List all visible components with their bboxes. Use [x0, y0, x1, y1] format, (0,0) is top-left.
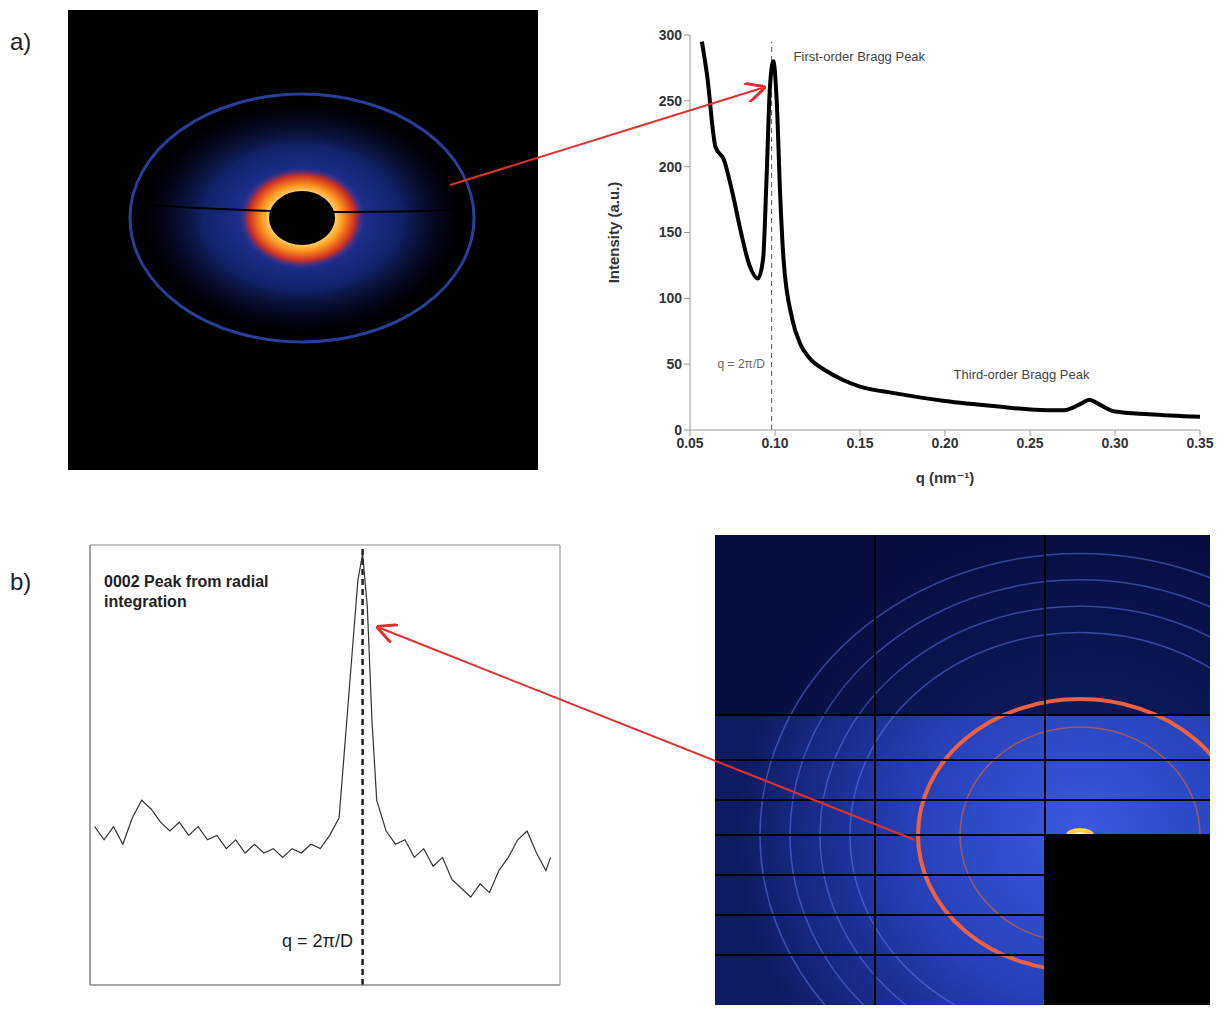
- svg-text:0.15: 0.15: [846, 435, 873, 451]
- svg-text:q = 2π/D: q = 2π/D: [282, 931, 353, 951]
- svg-text:50: 50: [666, 356, 682, 372]
- svg-text:200: 200: [659, 159, 683, 175]
- svg-text:0: 0: [674, 422, 682, 438]
- svg-text:0.30: 0.30: [1101, 435, 1128, 451]
- svg-text:0.05: 0.05: [676, 434, 704, 451]
- svg-text:0.20: 0.20: [931, 435, 958, 451]
- svg-text:Third-order Bragg Peak: Third-order Bragg Peak: [954, 367, 1090, 382]
- svg-text:0.10: 0.10: [761, 435, 788, 451]
- svg-text:0.25: 0.25: [1016, 435, 1043, 451]
- svg-text:0.35: 0.35: [1186, 435, 1213, 451]
- svg-text:250: 250: [659, 93, 683, 109]
- svg-text:First-order Bragg Peak: First-order Bragg Peak: [794, 49, 926, 64]
- svg-text:100: 100: [659, 290, 683, 306]
- html-text:b): b): [10, 568, 32, 595]
- svg-text:150: 150: [659, 224, 683, 240]
- svg-text:q = 2π/D: q = 2π/D: [718, 357, 766, 371]
- html-text:a): a): [10, 28, 32, 55]
- svg-text:q (nm⁻¹): q (nm⁻¹): [916, 469, 975, 486]
- html-text:0002 Peak from radial integrat: 0002 Peak from radial integration: [104, 573, 269, 610]
- svg-text:300: 300: [659, 27, 683, 43]
- svg-text:Intensity (a.u.): Intensity (a.u.): [605, 182, 622, 284]
